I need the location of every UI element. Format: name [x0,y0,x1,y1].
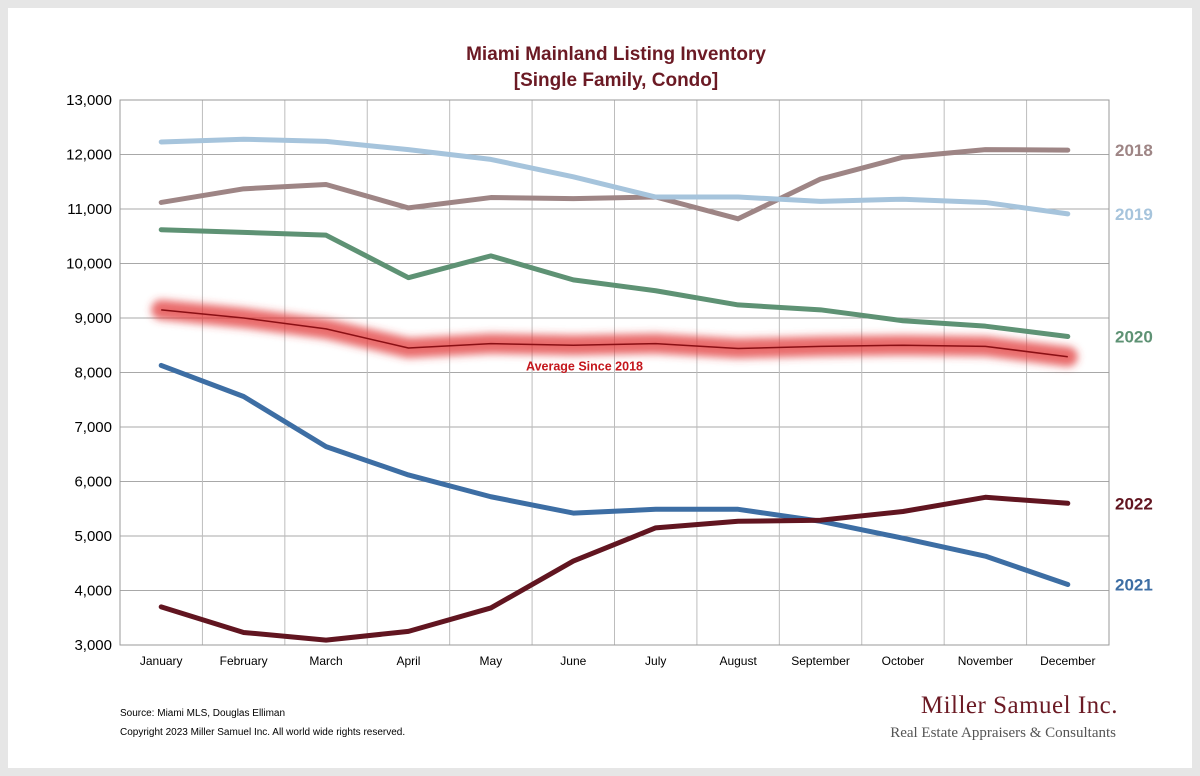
y-tick-label: 4,000 [74,583,112,600]
series-line-2021 [158,362,1071,588]
plot-border [119,99,1110,646]
chart-frame: Miami Mainland Listing Inventory [Single… [8,8,1192,768]
y-tick-label: 9,000 [74,310,112,327]
y-tick-label: 10,000 [66,256,112,273]
series-labels: 2018 2019 2020 2021 2022 [1115,141,1153,594]
x-tick-label: August [719,654,757,668]
y-tick-label: 3,000 [74,637,112,654]
source-note: Source: Miami MLS, Douglas Elliman [120,708,285,719]
x-tick-label: November [958,654,1013,668]
series-label-2020: 2020 [1115,328,1153,347]
x-tick-label: April [396,654,420,668]
series-label-2021: 2021 [1115,576,1153,595]
x-axis-ticks: January February March April May June July Augu… [140,654,1096,668]
series-lines [158,136,1071,643]
x-tick-label: July [645,654,666,668]
series-label-2018: 2018 [1115,141,1153,160]
y-tick-label: 11,000 [67,201,112,218]
y-axis-ticks: 3,000 4,000 5,000 6,000 7,000 8,000 9,000 10,00… [66,92,112,654]
average-label: Average Since 2018 [526,359,643,373]
average-line [161,309,1068,358]
x-tick-label: January [140,654,183,668]
x-tick-label: February [220,654,268,668]
average-series: Average Since 2018 [151,299,1078,373]
x-tick-label: March [309,654,342,668]
x-tick-label: May [480,654,503,668]
y-tick-label: 8,000 [74,365,112,382]
y-tick-label: 12,000 [66,147,112,164]
line-chart: Miami Mainland Listing Inventory [Single… [66,44,1153,741]
series-line-2018 [158,147,1071,222]
x-tick-label: June [560,654,586,668]
series-line-2022 [158,494,1071,643]
chart-title: Miami Mainland Listing Inventory [466,44,766,65]
series-line-2020 [158,227,1071,340]
x-tick-label: December [1040,654,1095,668]
series-label-2019: 2019 [1115,205,1153,224]
series-line-2019 [158,136,1071,217]
logo-tagline: Real Estate Appraisers & Consultants [890,725,1116,741]
y-tick-label: 6,000 [74,474,112,491]
chart-subtitle: [Single Family, Condo] [514,70,718,91]
y-tick-label: 5,000 [74,528,112,545]
logo-wordmark: Miller Samuel Inc. [921,692,1118,719]
y-tick-label: 13,000 [66,92,112,109]
series-label-2022: 2022 [1115,494,1153,513]
x-tick-label: October [882,654,925,668]
y-tick-label: 7,000 [74,419,112,436]
x-tick-label: September [791,654,850,668]
copyright-note: Copyright 2023 Miller Samuel Inc. All wo… [120,727,405,738]
